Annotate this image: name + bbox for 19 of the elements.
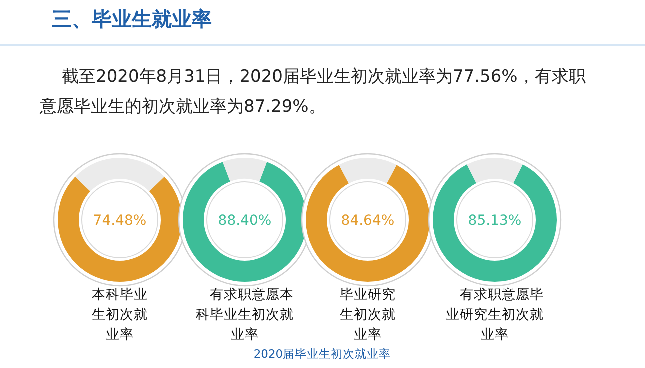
- data-label: 74.48%: [93, 213, 147, 229]
- data-label: 84.64%: [341, 213, 395, 229]
- text: 毕业研究生初次就业率: [339, 286, 397, 345]
- text: 2020届毕业生初次就业率: [252, 347, 392, 362]
- donut-slice: [183, 162, 307, 282]
- text: 截至2020年8月31日，2020届毕业生初次就业率为77.56%，有求职意愿毕业生的初次就业率为87.29%。: [40, 66, 587, 119]
- text: 有求职意愿本科毕业生初次就业率: [195, 286, 295, 345]
- text: 有求职意愿毕业研究生初次就业率: [445, 286, 545, 345]
- text: 三、毕业生就业率: [52, 6, 212, 33]
- donut-slice: [467, 158, 523, 184]
- donut-slice: [306, 165, 430, 282]
- donut-slice: [75, 158, 165, 192]
- donut-slice: [58, 176, 182, 282]
- donut-slice: [433, 164, 557, 282]
- data-label: 88.40%: [218, 213, 272, 229]
- donut-slice: [222, 158, 268, 182]
- donut-slice: [339, 158, 397, 184]
- data-label: 85.13%: [468, 213, 522, 229]
- text: 本科毕业生初次就业率: [91, 286, 149, 345]
